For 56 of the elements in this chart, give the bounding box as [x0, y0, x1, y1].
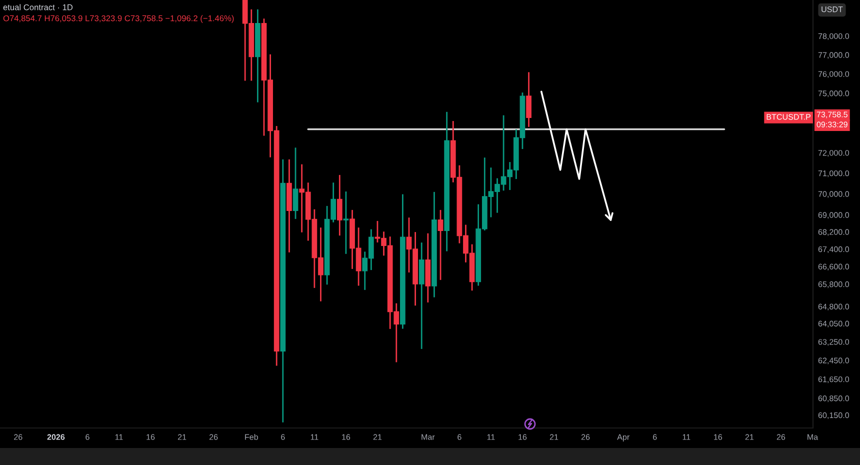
- y-tick-label: 62,450.0: [818, 358, 850, 364]
- x-tick-label: 26: [581, 434, 590, 440]
- y-tick-label: 70,000.0: [818, 191, 850, 198]
- y-tick-label: 67,400.0: [818, 246, 850, 254]
- x-tick-label: 21: [373, 434, 382, 440]
- y-tick-label: 63,250.0: [818, 339, 850, 346]
- y-tick-label: 68,200.0: [818, 229, 850, 236]
- candlestick: [438, 210, 444, 280]
- x-tick-label: 16: [518, 434, 527, 440]
- y-tick-label: 75,000.0: [818, 90, 850, 98]
- x-tick-label: 6: [86, 434, 90, 440]
- x-tick-label: Mar: [422, 434, 435, 440]
- x-tick-label: 2026: [47, 434, 65, 440]
- x-tick-label: 6: [653, 434, 657, 440]
- y-tick-label: 66,600.0: [818, 264, 850, 270]
- chart-title: etual Contract · 1D: [3, 4, 73, 10]
- x-tick-label: 26: [14, 434, 22, 440]
- x-tick-label: Ma: [808, 434, 818, 440]
- candlestick: [292, 148, 298, 219]
- y-axis-title: USDT: [822, 6, 843, 12]
- x-tick-label: Feb: [245, 434, 258, 440]
- text: 09:33:29: [816, 122, 848, 128]
- x-tick-label: 21: [745, 434, 754, 440]
- y-tick-label: 77,000.0: [818, 52, 850, 59]
- text: O74,854.7 H76,053.9 L73,323.9 C73,758.5 −1,096.2 (−1.46%): [3, 15, 234, 23]
- y-tick-label: 65,800.0: [818, 281, 850, 288]
- candlestick: [526, 72, 532, 127]
- y-tick-label: 69,000.0: [818, 212, 850, 219]
- y-tick-label: 71,000.0: [818, 170, 850, 178]
- candlestick: [343, 192, 349, 254]
- x-tick-label: 21: [178, 434, 186, 440]
- y-tick-label: 72,000.0: [818, 150, 850, 157]
- x-tick-label: 6: [458, 434, 462, 440]
- x-tick-label: 11: [682, 434, 690, 440]
- x-tick-label: 16: [146, 434, 155, 440]
- x-tick-label: Apr: [617, 434, 630, 442]
- x-tick-label: 11: [310, 434, 318, 440]
- x-tick-label: 11: [115, 434, 123, 440]
- y-tick-label: 78,000.0: [818, 33, 850, 40]
- x-tick-label: 21: [550, 434, 558, 440]
- x-tick-label: 26: [776, 434, 786, 440]
- y-tick-label: 76,000.0: [818, 71, 850, 78]
- x-tick-label: 6: [281, 434, 285, 440]
- candlestick: [418, 242, 424, 349]
- y-tick-label: 60,150.0: [818, 412, 850, 420]
- x-tick-label: 11: [487, 434, 495, 440]
- candlestick: [336, 174, 342, 236]
- y-tick-label: 64,050.0: [818, 320, 850, 328]
- x-tick-label: 16: [714, 434, 722, 440]
- y-tick-label: 64,800.0: [818, 304, 850, 310]
- y-tick-label: 61,650.0: [818, 376, 850, 384]
- x-tick-label: 26: [209, 434, 218, 440]
- text: 73,758.5: [816, 112, 848, 118]
- y-tick-label: 60,850.0: [818, 396, 850, 402]
- annotation: BTCUSDT.P: [766, 114, 810, 120]
- x-tick-label: 16: [342, 434, 350, 440]
